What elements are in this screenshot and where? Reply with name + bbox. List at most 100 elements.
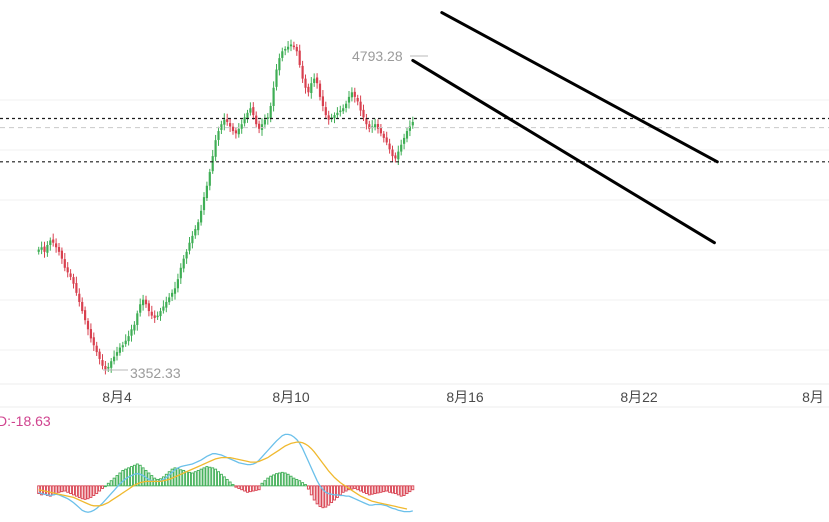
macd-histogram-bar xyxy=(86,485,90,500)
candle xyxy=(63,252,66,272)
macd-histogram-bar xyxy=(411,485,415,491)
candle xyxy=(121,341,124,352)
macd-histogram-bar xyxy=(402,485,406,496)
candle xyxy=(95,341,98,356)
channel-trend-line xyxy=(411,58,716,245)
macd-histogram-bar xyxy=(98,485,102,492)
macd-histogram-bar xyxy=(60,485,64,493)
macd-histogram-bar xyxy=(92,485,96,496)
candle xyxy=(43,241,46,258)
candle xyxy=(345,100,348,113)
macd-histogram-bar xyxy=(286,473,290,487)
macd-histogram-bar xyxy=(246,485,249,493)
candle xyxy=(153,310,156,323)
macd-histogram-bar xyxy=(199,468,203,487)
macd-histogram-bar xyxy=(237,485,241,489)
macd-histogram-bar xyxy=(69,485,73,495)
macd-histogram-bar xyxy=(72,485,75,496)
macd-histogram-bar xyxy=(222,476,226,487)
candles xyxy=(37,39,414,375)
candle xyxy=(179,263,182,284)
candle xyxy=(118,343,121,356)
candle xyxy=(307,83,310,97)
candle xyxy=(84,306,87,325)
candle xyxy=(408,120,411,137)
candle xyxy=(208,168,211,191)
candle xyxy=(139,298,142,317)
macd-histogram-bar xyxy=(280,471,284,487)
candle xyxy=(304,74,307,94)
macd-histogram-bar xyxy=(217,471,220,487)
macd-histogram-bar xyxy=(48,485,52,497)
candle xyxy=(40,241,43,255)
macd-histogram-bar xyxy=(176,468,180,487)
macd-histogram-bar xyxy=(118,472,122,487)
macd-histogram-bar xyxy=(364,485,368,495)
candle xyxy=(107,362,110,372)
macd-histogram-bar xyxy=(57,485,61,493)
candle xyxy=(374,118,377,131)
high-price-label: 4793.28 xyxy=(352,48,403,64)
candle xyxy=(75,276,78,296)
candle xyxy=(394,152,397,163)
macd-histogram-bar xyxy=(301,482,305,487)
candle xyxy=(382,131,385,143)
macd-histogram-bar xyxy=(77,485,81,498)
candle xyxy=(292,41,295,50)
candle xyxy=(376,119,380,134)
x-tick-label: 8月 xyxy=(802,389,824,405)
candle xyxy=(240,119,243,134)
candle xyxy=(379,123,382,137)
candle xyxy=(231,123,235,135)
macd-histogram-bar xyxy=(335,485,339,498)
macd-histogram-bar xyxy=(45,485,49,496)
macd-histogram-bar xyxy=(373,485,377,495)
macd-histogram-bar xyxy=(318,485,322,507)
candle xyxy=(130,324,133,342)
candle xyxy=(246,109,249,123)
candle xyxy=(252,102,255,120)
macd-histogram-bar xyxy=(106,482,110,487)
x-tick-label: 8月10 xyxy=(272,389,310,405)
macd-histogram-bar xyxy=(248,485,252,493)
macd-histogram-bar xyxy=(115,475,119,487)
candle xyxy=(150,305,153,320)
candle xyxy=(298,44,301,68)
macd-histogram-bar xyxy=(327,485,331,506)
candle xyxy=(57,242,61,256)
macd-histogram-bar xyxy=(188,471,191,487)
candle xyxy=(202,192,206,215)
macd-histogram-bar xyxy=(240,485,244,491)
macd-histogram-bar xyxy=(333,485,336,501)
macd-histogram-bar xyxy=(43,485,46,495)
macd-histogram-bar xyxy=(306,485,310,490)
candle xyxy=(127,330,130,346)
candle xyxy=(327,110,330,125)
candle xyxy=(81,297,84,314)
macd-histogram-bar xyxy=(219,473,223,487)
macd-histogram-bar xyxy=(298,480,302,487)
candle xyxy=(243,113,246,127)
macd-histogram-bar xyxy=(393,485,397,495)
candle xyxy=(229,118,232,132)
macd-histogram-bar xyxy=(251,485,255,492)
candle xyxy=(173,281,177,300)
macd-histogram-bar xyxy=(391,485,394,494)
macd-histogram-bar xyxy=(283,472,287,487)
macd-histogram-bar xyxy=(196,469,200,487)
candle xyxy=(37,246,40,255)
macd-histogram-bar xyxy=(179,469,183,487)
candle xyxy=(411,116,414,129)
candle xyxy=(197,219,200,236)
candle xyxy=(313,73,316,87)
candle xyxy=(142,294,145,311)
macd-histogram-bar xyxy=(141,467,145,487)
macd-histogram-bar xyxy=(367,485,371,496)
candle xyxy=(400,139,403,156)
candle xyxy=(260,118,264,136)
macd-histogram-bar xyxy=(385,485,389,492)
macd-histogram-bar xyxy=(405,485,409,495)
candle xyxy=(287,41,290,53)
macd-histogram-bar xyxy=(190,472,194,487)
candle xyxy=(263,114,266,129)
